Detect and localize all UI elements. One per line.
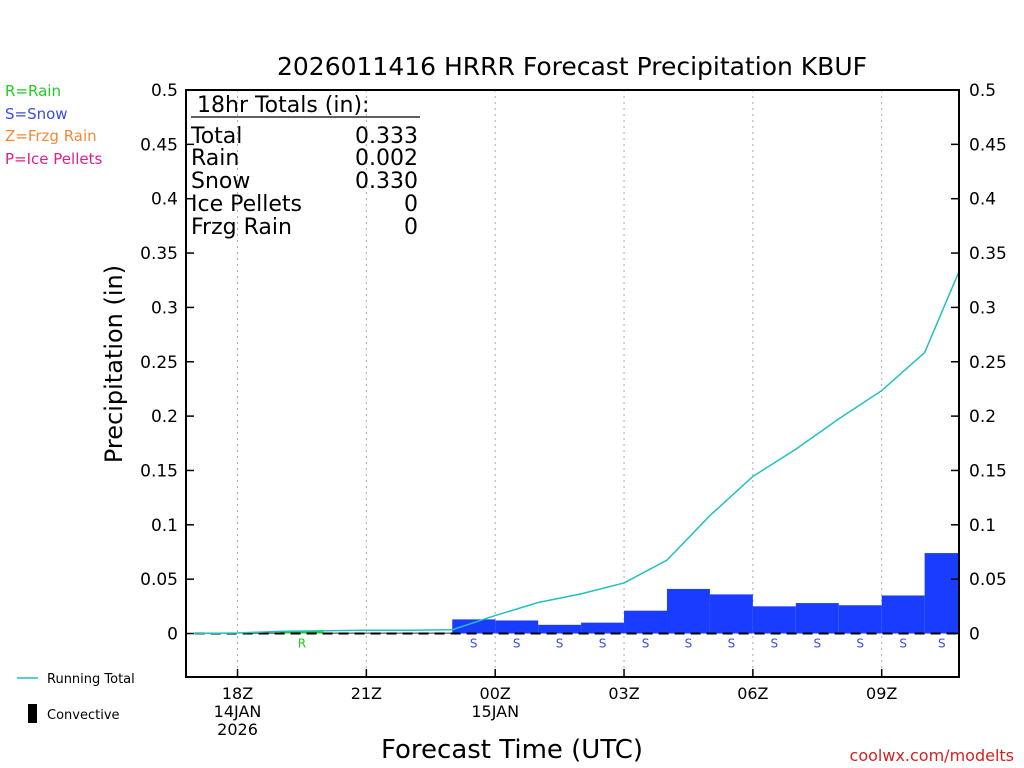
y-axis-label: Precipitation (in) bbox=[100, 265, 128, 463]
running-total-series bbox=[194, 271, 960, 635]
y-tick-label-right-3: 0.15 bbox=[969, 461, 1007, 481]
bar-9 bbox=[581, 622, 625, 634]
y-tick-label-left-3: 0.15 bbox=[140, 461, 178, 481]
y-tick-label-right-9: 0.45 bbox=[969, 135, 1007, 155]
y-tick-label-right-2: 0.1 bbox=[969, 516, 996, 536]
bar-5 bbox=[409, 632, 453, 634]
bottom-legend: Running Total Convective bbox=[17, 672, 135, 723]
ptype-label-11: S bbox=[685, 637, 693, 651]
ptype-label-8: S bbox=[556, 637, 564, 651]
totals-heading: 18hr Totals (in): bbox=[197, 93, 369, 118]
y-tick-label-right-8: 0.4 bbox=[969, 190, 996, 210]
bar-16 bbox=[881, 595, 925, 634]
totals-label-rain: Rain bbox=[191, 146, 239, 171]
ptype-legend-ice-pellets: P=Ice Pellets bbox=[5, 150, 102, 168]
bar-2 bbox=[280, 631, 324, 634]
x-tick-label-0-1: 14JAN bbox=[214, 702, 262, 721]
x-tick-label-2-1: 15JAN bbox=[471, 702, 519, 721]
bar-17 bbox=[924, 553, 959, 634]
plot-frame bbox=[185, 89, 960, 678]
bar-series bbox=[194, 553, 959, 634]
ptype-label-12: S bbox=[728, 637, 736, 651]
x-tick-label-5-0: 09Z bbox=[866, 684, 897, 703]
y-tick-label-left-8: 0.4 bbox=[151, 190, 178, 210]
ptype-label-9: S bbox=[599, 637, 607, 651]
ptype-legend: R=Rain S=Snow Z=Frzg Rain P=Ice Pellets bbox=[5, 82, 102, 168]
y-tick-label-right-0: 0 bbox=[969, 625, 980, 645]
bar-6 bbox=[452, 619, 496, 634]
x-tick-label-2-0: 00Z bbox=[480, 684, 511, 703]
x-tick-label-0-2: 2026 bbox=[217, 720, 258, 739]
ptype-label-6: S bbox=[470, 637, 478, 651]
running-total-legend-label: Running Total bbox=[47, 672, 135, 687]
ptype-label-15: S bbox=[856, 637, 864, 651]
totals-label-ice-pellets: Ice Pellets bbox=[191, 192, 302, 217]
x-tick-label-4-0: 06Z bbox=[737, 684, 768, 703]
y-tick-label-right-4: 0.2 bbox=[969, 407, 996, 427]
convective-legend-label: Convective bbox=[47, 708, 120, 723]
ptype-label-2: R bbox=[298, 637, 306, 651]
y-tick-label-left-2: 0.1 bbox=[151, 516, 178, 536]
totals-label-snow: Snow bbox=[191, 169, 250, 194]
y-tick-label-left-10: 0.5 bbox=[151, 81, 178, 101]
chart-title: 2026011416 HRRR Forecast Precipitation K… bbox=[277, 52, 867, 81]
convective-legend-swatch bbox=[28, 704, 37, 723]
gridlines bbox=[237, 90, 883, 677]
bar-8 bbox=[538, 624, 582, 634]
y-tick-label-left-9: 0.45 bbox=[140, 135, 178, 155]
bar-14 bbox=[795, 603, 839, 634]
ptype-label-17: S bbox=[938, 637, 946, 651]
totals-value-ice-pellets: 0 bbox=[404, 192, 418, 217]
y-tick-label-left-0: 0 bbox=[167, 625, 178, 645]
ptype-legend-frzg-rain: Z=Frzg Rain bbox=[5, 127, 97, 145]
totals-label-frzg-rain: Frzg Rain bbox=[191, 215, 292, 240]
credit-text: coolwx.com/modelts bbox=[850, 746, 1014, 765]
y-tick-label-left-4: 0.2 bbox=[151, 407, 178, 427]
totals-value-snow: 0.330 bbox=[355, 169, 418, 194]
ptype-legend-rain: R=Rain bbox=[5, 82, 61, 100]
y-tick-label-right-1: 0.05 bbox=[969, 570, 1007, 590]
ptype-legend-snow: S=Snow bbox=[5, 105, 68, 123]
totals-label-total: Total bbox=[190, 124, 242, 149]
ptype-label-14: S bbox=[813, 637, 821, 651]
bar-10 bbox=[624, 610, 667, 634]
bar-11 bbox=[666, 588, 710, 634]
y-tick-label-right-7: 0.35 bbox=[969, 244, 1007, 264]
x-tick-label-3-0: 03Z bbox=[608, 684, 639, 703]
ptype-label-10: S bbox=[642, 637, 650, 651]
bar-7 bbox=[495, 620, 539, 634]
running-total-line bbox=[194, 271, 960, 635]
ptype-label-16: S bbox=[899, 637, 907, 651]
y-tick-label-right-6: 0.3 bbox=[969, 298, 996, 318]
y-tick-label-left-7: 0.35 bbox=[140, 244, 178, 264]
x-tick-label-0-0: 18Z bbox=[222, 684, 253, 703]
y-tick-label-left-1: 0.05 bbox=[140, 570, 178, 590]
x-axis-label: Forecast Time (UTC) bbox=[381, 735, 643, 765]
totals-value-total: 0.333 bbox=[355, 124, 418, 149]
bar-12 bbox=[709, 594, 753, 634]
y-tick-label-left-6: 0.3 bbox=[151, 298, 178, 318]
y-tick-label-right-10: 0.5 bbox=[969, 81, 996, 101]
y-axis-ticks: 0 00.05 0.050.1 0.10.15 0.150.2 0.20.25 0.250.… bbox=[140, 81, 1007, 645]
ptype-label-7: S bbox=[513, 637, 521, 651]
y-tick-label-right-5: 0.25 bbox=[969, 353, 1007, 373]
ptype-label-13: S bbox=[771, 637, 779, 651]
totals-box: 18hr Totals (in): Total 0.333 Rain 0.002… bbox=[190, 93, 420, 240]
bar-15 bbox=[838, 605, 882, 634]
totals-value-frzg-rain: 0 bbox=[404, 215, 418, 240]
y-tick-label-left-5: 0.25 bbox=[140, 353, 178, 373]
totals-value-rain: 0.002 bbox=[355, 146, 418, 171]
x-tick-label-1-0: 21Z bbox=[351, 684, 382, 703]
bar-13 bbox=[752, 606, 796, 634]
